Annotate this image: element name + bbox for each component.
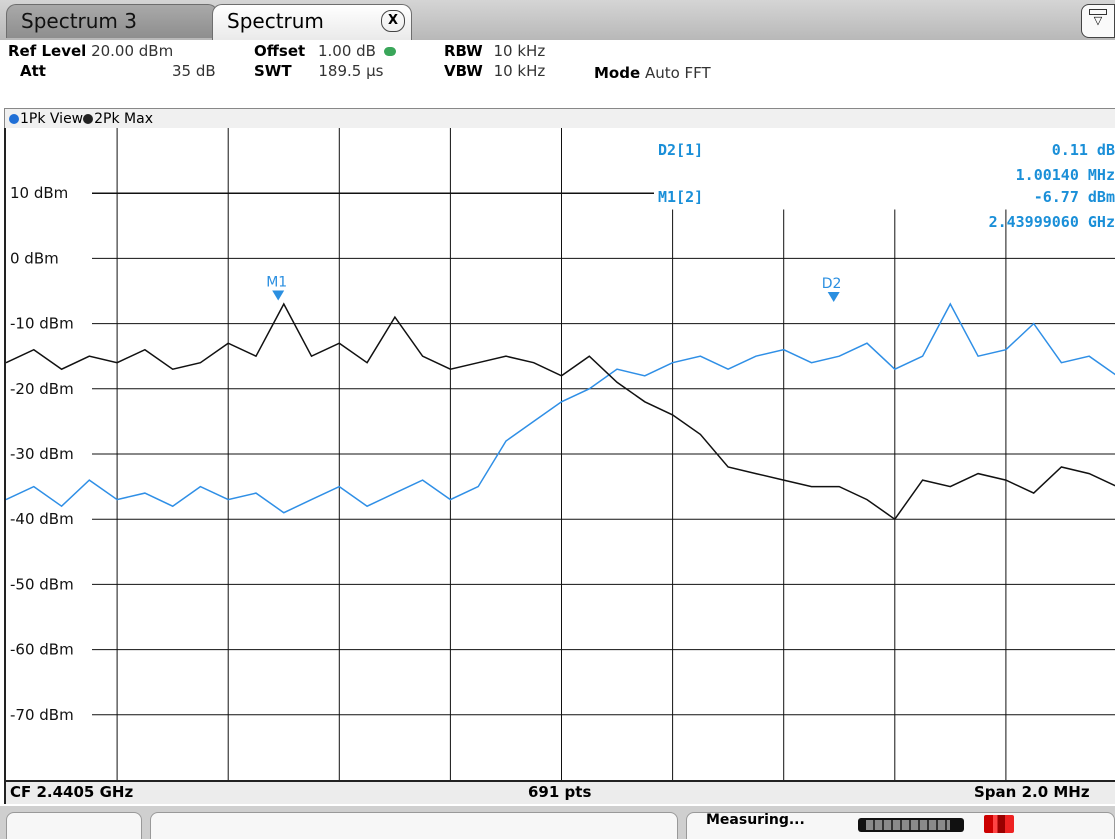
trace-1-color-icon xyxy=(9,114,19,124)
status-field-1 xyxy=(6,812,142,839)
tick-label-bg xyxy=(6,705,92,724)
y-tick-label: -70 dBm xyxy=(10,706,74,724)
spectrum-chart: 10 dBm 0 dBm -10 dBm -20 dBm -30 dBm -40 dBm -… xyxy=(6,128,1115,780)
y-tick-label: 10 dBm xyxy=(10,184,68,202)
marker-d2-label: D2 xyxy=(822,276,842,292)
y-tick-label: -50 dBm xyxy=(10,575,74,593)
y-tick-label: -30 dBm xyxy=(10,445,74,463)
ref-level-value[interactable]: 20.00 dBm xyxy=(91,42,174,60)
tab-bar: Spectrum 3 Spectrum X ▽ xyxy=(0,0,1115,41)
readout-d2-level: 0.11 dB xyxy=(1052,141,1115,159)
readout-d2-frequency: 1.00140 MHz xyxy=(1016,166,1115,184)
rbw-label: RBW xyxy=(444,42,483,60)
tick-label-bg xyxy=(6,314,92,333)
readout-d2-label: D2[1] xyxy=(658,141,703,159)
offset-label: Offset xyxy=(254,42,306,60)
center-frequency[interactable]: CF 2.4405 GHz xyxy=(10,783,134,801)
tick-label-bg xyxy=(6,184,92,203)
tick-label-bg xyxy=(6,249,92,268)
y-tick-label: -10 dBm xyxy=(10,315,74,333)
tick-label-bg xyxy=(6,379,92,398)
tick-label-bg xyxy=(6,575,92,594)
vbw-value[interactable]: 10 kHz xyxy=(493,62,546,80)
tick-label-bg xyxy=(6,640,92,659)
ref-level-label: Ref Level xyxy=(8,42,87,60)
tick-label-bg xyxy=(6,445,92,463)
att-label: Att xyxy=(20,62,46,80)
plot-footer: CF 2.4405 GHz 691 pts Span 2.0 MHz xyxy=(4,780,1115,804)
rbw-value[interactable]: 10 kHz xyxy=(493,42,546,60)
y-tick-label: 0 dBm xyxy=(10,249,59,267)
measuring-status: Measuring... xyxy=(706,812,805,828)
tab-label: Spectrum 3 xyxy=(21,9,137,33)
marker-m1-label: M1 xyxy=(266,275,287,291)
mode-value[interactable]: Auto FFT xyxy=(644,64,711,82)
status-field-2 xyxy=(150,812,678,839)
sweep-points[interactable]: 691 pts xyxy=(528,783,592,801)
marker-d2-icon xyxy=(827,292,840,303)
tab-label: Spectrum xyxy=(227,9,324,33)
tab-spectrum[interactable]: Spectrum X xyxy=(212,4,412,41)
mode-label: Mode xyxy=(594,64,641,82)
trace-2-color-icon xyxy=(83,114,94,124)
progress-bar xyxy=(858,818,964,832)
status-bar xyxy=(0,806,1115,839)
window-menu-icon[interactable]: ▽ xyxy=(1081,4,1115,38)
marker-m1-icon xyxy=(272,290,285,301)
tick-label-bg xyxy=(6,510,92,529)
trace-line-2 xyxy=(6,302,1115,521)
y-tick-label: -40 dBm xyxy=(10,510,74,528)
readout-m1-level: -6.77 dBm xyxy=(1034,188,1115,206)
span-value[interactable]: Span 2.0 MHz xyxy=(974,783,1090,801)
vbw-label: VBW xyxy=(444,62,483,80)
trace-line-1 xyxy=(6,302,1115,514)
swt-value[interactable]: 189.5 µs xyxy=(318,62,384,80)
settings-panel: Ref Level 20.00 dBm Offset 1.00 dB RBW 1… xyxy=(0,40,1115,104)
trace-2-label[interactable]: 2Pk Max xyxy=(94,111,153,127)
trace-info-bar: 1Pk View 2Pk Max xyxy=(4,108,1115,128)
warning-icon xyxy=(984,815,1014,833)
trace-1-label[interactable]: 1Pk View xyxy=(20,111,84,127)
y-tick-label: -60 dBm xyxy=(10,641,74,659)
tab-spectrum-3[interactable]: Spectrum 3 xyxy=(6,4,218,38)
spectrum-plot[interactable]: 10 dBm 0 dBm -10 dBm -20 dBm -30 dBm -40 dBm -… xyxy=(4,128,1115,780)
status-led-icon xyxy=(383,47,396,56)
swt-label: SWT xyxy=(254,62,292,80)
att-value[interactable]: 35 dB xyxy=(172,62,216,80)
readout-m1-frequency: 2.43999060 GHz xyxy=(989,213,1115,231)
readout-m1-label: M1[2] xyxy=(658,188,703,206)
offset-value[interactable]: 1.00 dB xyxy=(317,42,376,60)
close-icon[interactable]: X xyxy=(381,10,405,32)
y-tick-label: -20 dBm xyxy=(10,380,74,398)
